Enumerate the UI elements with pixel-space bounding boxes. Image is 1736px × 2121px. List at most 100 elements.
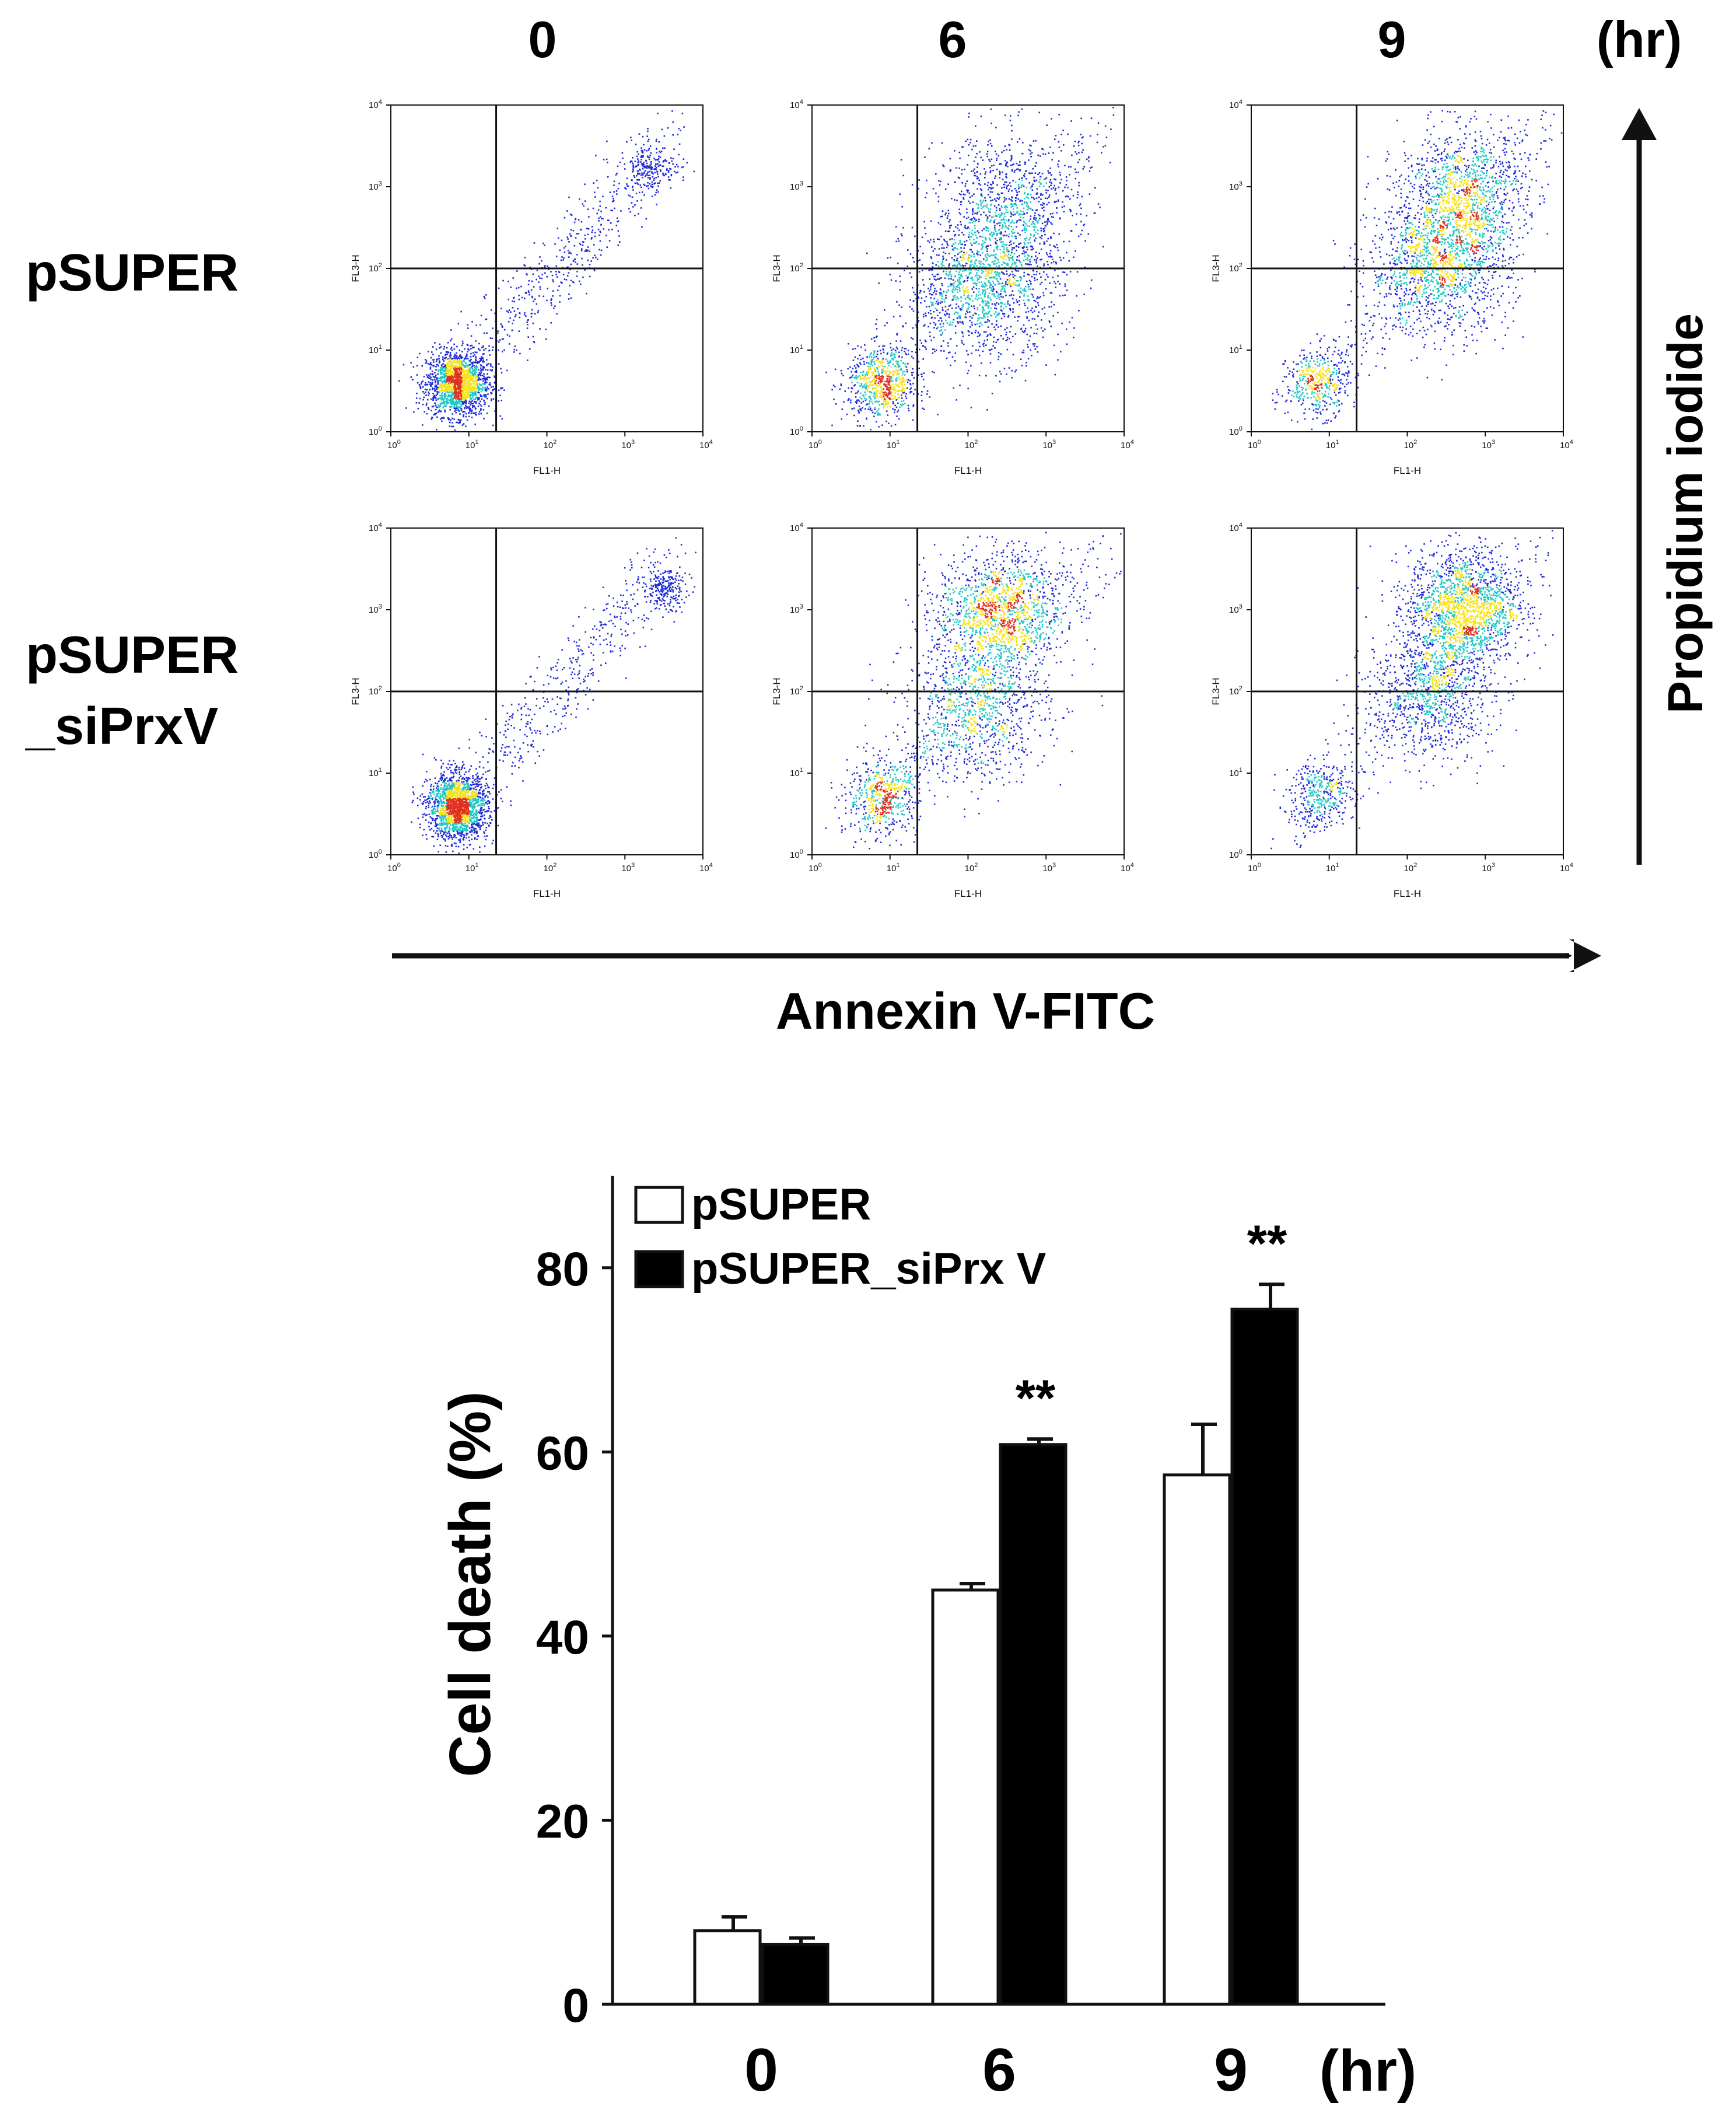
y-tick-label: 103 bbox=[1229, 603, 1242, 615]
y-tick-label: 101 bbox=[1229, 344, 1242, 355]
plot-y-axis-title: FL3-H bbox=[771, 254, 782, 282]
x-tick-label: 100 bbox=[808, 439, 822, 450]
x-tick-label: 103 bbox=[621, 862, 635, 873]
x-tick-label-0hr: 0 bbox=[744, 2036, 778, 2104]
bar-psuper-siprxv-6hr bbox=[999, 1443, 1068, 2006]
flow-plot-grid: 100 100 101 101 102 102 103 103 104 104 FL1-H FL3-H… bbox=[350, 99, 1573, 899]
x-tick-label: 103 bbox=[1482, 862, 1495, 873]
y-tick-label: 104 bbox=[790, 99, 803, 110]
x-tick-label: 104 bbox=[1560, 439, 1573, 450]
x-tick-label: 101 bbox=[887, 439, 900, 450]
error-bar bbox=[960, 1581, 985, 1590]
y-tick-label: 20 bbox=[536, 1795, 589, 1848]
plot-y-axis-title: FL3-H bbox=[1210, 254, 1222, 282]
x-tick-label: 100 bbox=[387, 862, 401, 873]
x-tick-label: 104 bbox=[1121, 862, 1134, 873]
error-bar bbox=[1259, 1283, 1284, 1309]
plot-events bbox=[398, 110, 695, 431]
plot-events bbox=[825, 532, 1122, 850]
bar-psuper-6hr bbox=[931, 1588, 1000, 2006]
flow-plot-psuper-6hr: 100 100 101 101 102 102 103 103 104 104 FL1-H FL3-H bbox=[771, 99, 1134, 476]
y-tick-label: 104 bbox=[369, 99, 382, 110]
x-tick-label: 101 bbox=[466, 439, 479, 450]
y-tick-label: 101 bbox=[1229, 767, 1242, 778]
plot-y-axis-title: FL3-H bbox=[350, 677, 361, 705]
x-tick-label: 102 bbox=[1404, 862, 1418, 873]
y-tick-label: 101 bbox=[790, 767, 803, 778]
time-unit-label: (hr) bbox=[1597, 11, 1682, 68]
y-tick-label: 102 bbox=[1229, 685, 1242, 697]
x-tick-label: 102 bbox=[965, 862, 978, 873]
x-tick-label: 104 bbox=[1560, 862, 1573, 873]
annexin-arrowhead bbox=[1569, 939, 1601, 972]
y-tick-label: 103 bbox=[790, 603, 803, 615]
plot-x-axis-title: FL1-H bbox=[954, 465, 982, 476]
y-tick-label: 60 bbox=[536, 1427, 589, 1480]
x-tick-label-9hr: 9 bbox=[1214, 2036, 1248, 2104]
y-tick-label: 104 bbox=[790, 522, 803, 533]
plot-y-axis-title: FL3-H bbox=[771, 677, 782, 705]
x-tick-label: 100 bbox=[1248, 439, 1261, 450]
x-tick-label: 104 bbox=[699, 439, 713, 450]
x-tick-label: 102 bbox=[965, 439, 978, 450]
y-tick-label: 102 bbox=[790, 685, 803, 697]
bar-psuper-9hr bbox=[1163, 1473, 1231, 2006]
legend-swatch-psuper bbox=[634, 1186, 684, 1224]
y-tick-label: 102 bbox=[790, 262, 803, 274]
y-tick-label: 104 bbox=[1229, 522, 1242, 533]
legend-swatch-psuper-siprxv bbox=[634, 1250, 684, 1288]
y-axis-label: Cell death (%) bbox=[438, 1391, 503, 1777]
y-tick-label: 101 bbox=[369, 344, 382, 355]
y-tick-label: 102 bbox=[369, 262, 382, 274]
bar-psuper-siprxv-9hr bbox=[1230, 1308, 1299, 2006]
x-tick-label: 102 bbox=[544, 439, 557, 450]
x-tick-label: 103 bbox=[1482, 439, 1495, 450]
legend: pSUPER pSUPER_siPrx V bbox=[634, 1180, 1046, 1294]
flow-plot-psuper-siprxv-0hr: 100 100 101 101 102 102 103 103 104 104 FL1-H FL3-H bbox=[350, 522, 713, 899]
bar-chart-body: 0 20 40 60 80 0 ** 6 ** 9 bbox=[536, 1176, 1385, 2104]
flow-plot-psuper-siprxv-9hr: 100 100 101 101 102 102 103 103 104 104 FL1-H FL3-H bbox=[1210, 522, 1573, 899]
error-bar bbox=[789, 1936, 815, 1945]
plot-events bbox=[825, 107, 1115, 431]
plot-y-axis-title: FL3-H bbox=[1210, 677, 1222, 705]
row-label-psuper-siprxv-line1: pSUPER bbox=[26, 626, 239, 684]
y-tick-label: 102 bbox=[369, 685, 382, 697]
bar-psuper-0hr bbox=[693, 1929, 762, 2006]
pi-axis-label: Propidium iodide bbox=[1658, 313, 1713, 714]
y-tick-label: 100 bbox=[369, 848, 382, 860]
legend-label-psuper-siprxv: pSUPER_siPrx V bbox=[691, 1244, 1046, 1294]
x-tick-label: 103 bbox=[1042, 862, 1056, 873]
y-tick-label: 101 bbox=[790, 344, 803, 355]
y-tick-label: 100 bbox=[1229, 848, 1242, 860]
y-tick-label: 100 bbox=[369, 425, 382, 437]
y-tick-label: 40 bbox=[536, 1611, 589, 1664]
plot-y-axis-title: FL3-H bbox=[350, 254, 361, 282]
y-tick-label: 103 bbox=[369, 603, 382, 615]
y-tick-label: 103 bbox=[790, 180, 803, 192]
plot-x-axis-title: FL1-H bbox=[1394, 465, 1421, 476]
flow-plot-psuper-0hr: 100 100 101 101 102 102 103 103 104 104 FL1-H FL3-H bbox=[350, 99, 713, 476]
plot-x-axis-title: FL1-H bbox=[533, 888, 561, 899]
significance-marker: ** bbox=[1247, 1214, 1287, 1272]
x-tick-label: 100 bbox=[808, 862, 822, 873]
y-tick-label: 100 bbox=[790, 425, 803, 437]
x-tick-label: 104 bbox=[1121, 439, 1134, 450]
x-tick-label: 102 bbox=[544, 862, 557, 873]
y-tick-label: 103 bbox=[369, 180, 382, 192]
x-tick-label: 100 bbox=[1248, 862, 1261, 873]
x-unit-label: (hr) bbox=[1320, 2038, 1417, 2103]
plot-events bbox=[1270, 530, 1554, 850]
y-tick-label: 80 bbox=[536, 1243, 589, 1296]
x-tick-label-6hr: 6 bbox=[982, 2036, 1016, 2104]
y-tick-label: 102 bbox=[1229, 262, 1242, 274]
x-tick-label: 101 bbox=[466, 862, 479, 873]
x-tick-label: 104 bbox=[699, 862, 713, 873]
flow-cytometry-panel: 0 6 9 (hr) pSUPER pSUPER _siPrxV 1001001… bbox=[25, 11, 1713, 1040]
plot-events bbox=[1272, 110, 1563, 431]
flow-plot-psuper-9hr: 100 100 101 101 102 102 103 103 104 104 FL1-H FL3-H bbox=[1210, 99, 1573, 476]
error-bar bbox=[722, 1915, 747, 1931]
plot-x-axis-title: FL1-H bbox=[954, 888, 982, 899]
pi-arrowhead bbox=[1622, 108, 1657, 140]
x-tick-label: 103 bbox=[621, 439, 635, 450]
